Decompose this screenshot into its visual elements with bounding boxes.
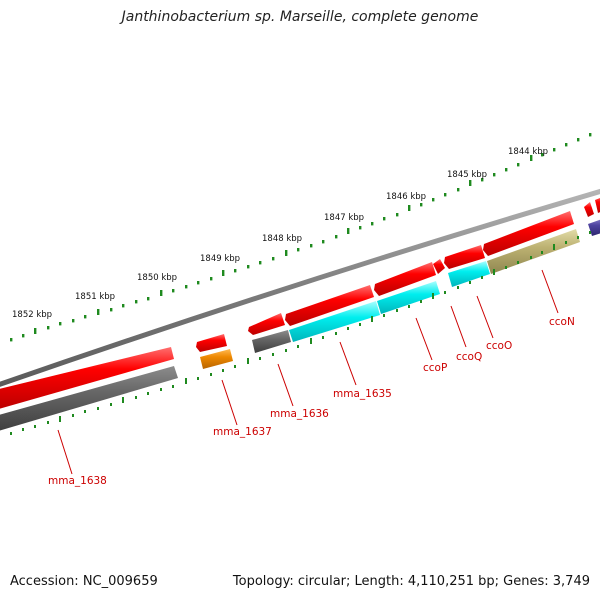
gene-edge-forward[interactable] xyxy=(595,196,600,213)
accession-text: Accession: NC_009659 xyxy=(10,574,158,589)
gene-mma-1638-forward[interactable] xyxy=(0,347,174,410)
kbp-labels: 1852 kbp 1851 kbp 1850 kbp 1849 kbp 1848… xyxy=(12,147,548,320)
forward-strand xyxy=(0,196,600,410)
gene-ccoP-reverse[interactable] xyxy=(377,281,440,314)
kbp-label: 1844 kbp xyxy=(508,147,548,157)
gene-labels: mma_1638 mma_1637 mma_1636 mma_1635 ccoP… xyxy=(48,316,575,487)
gene-ccoN-reverse[interactable] xyxy=(487,229,580,274)
gene-mma-1636-reverse[interactable] xyxy=(252,330,291,353)
kbp-label: 1852 kbp xyxy=(12,310,52,320)
gene-mma-1637-forward[interactable] xyxy=(196,334,227,352)
gene-ccoO-reverse[interactable] xyxy=(448,261,490,287)
gene-label-ccoN: ccoN xyxy=(549,316,575,328)
gene-mma-1635-forward[interactable] xyxy=(285,285,374,326)
genome-stats-text: Topology: circular; Length: 4,110,251 bp… xyxy=(232,574,590,589)
gene-mma-1635-reverse[interactable] xyxy=(289,301,380,342)
kbp-label: 1851 kbp xyxy=(75,292,115,302)
gene-label-mma-1637: mma_1637 xyxy=(213,426,272,438)
gene-label-mma-1635: mma_1635 xyxy=(333,388,392,400)
kbp-label: 1847 kbp xyxy=(324,213,364,223)
gene-label-mma-1636: mma_1636 xyxy=(270,408,329,420)
genome-backbone xyxy=(0,188,600,387)
gene-mma-1636-forward[interactable] xyxy=(248,313,285,335)
map-title: Janthinobacterium sp. Marseille, complet… xyxy=(121,9,479,25)
gene-label-ccoP: ccoP xyxy=(423,362,447,374)
gene-label-mma-1638: mma_1638 xyxy=(48,475,107,487)
gene-mma-1638-reverse[interactable] xyxy=(0,366,178,432)
gene-ccoP-forward[interactable] xyxy=(374,262,436,296)
gene-ccoO-forward[interactable] xyxy=(444,245,485,269)
gene-mma-1637-reverse[interactable] xyxy=(200,349,233,369)
gene-small-forward[interactable] xyxy=(584,202,594,217)
kbp-tick-track xyxy=(10,133,592,342)
kbp-label: 1848 kbp xyxy=(262,234,302,244)
gene-label-ccoO: ccoO xyxy=(486,340,512,352)
gene-ccoQ-forward[interactable] xyxy=(433,259,445,274)
gene-label-ccoQ: ccoQ xyxy=(456,351,482,363)
kbp-label: 1849 kbp xyxy=(200,254,240,264)
reverse-strand xyxy=(0,219,600,432)
kbp-label: 1850 kbp xyxy=(137,273,177,283)
inner-tick-track xyxy=(10,231,591,435)
gene-ccoN-forward[interactable] xyxy=(483,211,574,256)
label-leaders xyxy=(57,269,559,475)
kbp-label: 1845 kbp xyxy=(447,170,487,180)
kbp-label: 1846 kbp xyxy=(386,192,426,202)
